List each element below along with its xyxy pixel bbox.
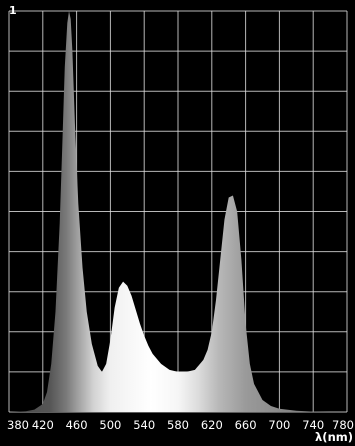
x-tick-label: 500 — [99, 418, 121, 432]
x-tick-label: 620 — [201, 418, 223, 432]
x-tick-label: 660 — [235, 418, 257, 432]
x-axis-label: λ(nm) — [315, 430, 353, 444]
x-tick-label: 420 — [32, 418, 54, 432]
x-tick-label: 580 — [167, 418, 189, 432]
y-axis-top-label: 1 — [9, 4, 17, 17]
x-tick-label: 460 — [66, 418, 88, 432]
x-tick-label: 540 — [133, 418, 155, 432]
x-tick-label: 700 — [268, 418, 290, 432]
x-tick-label: 380 — [7, 418, 29, 432]
